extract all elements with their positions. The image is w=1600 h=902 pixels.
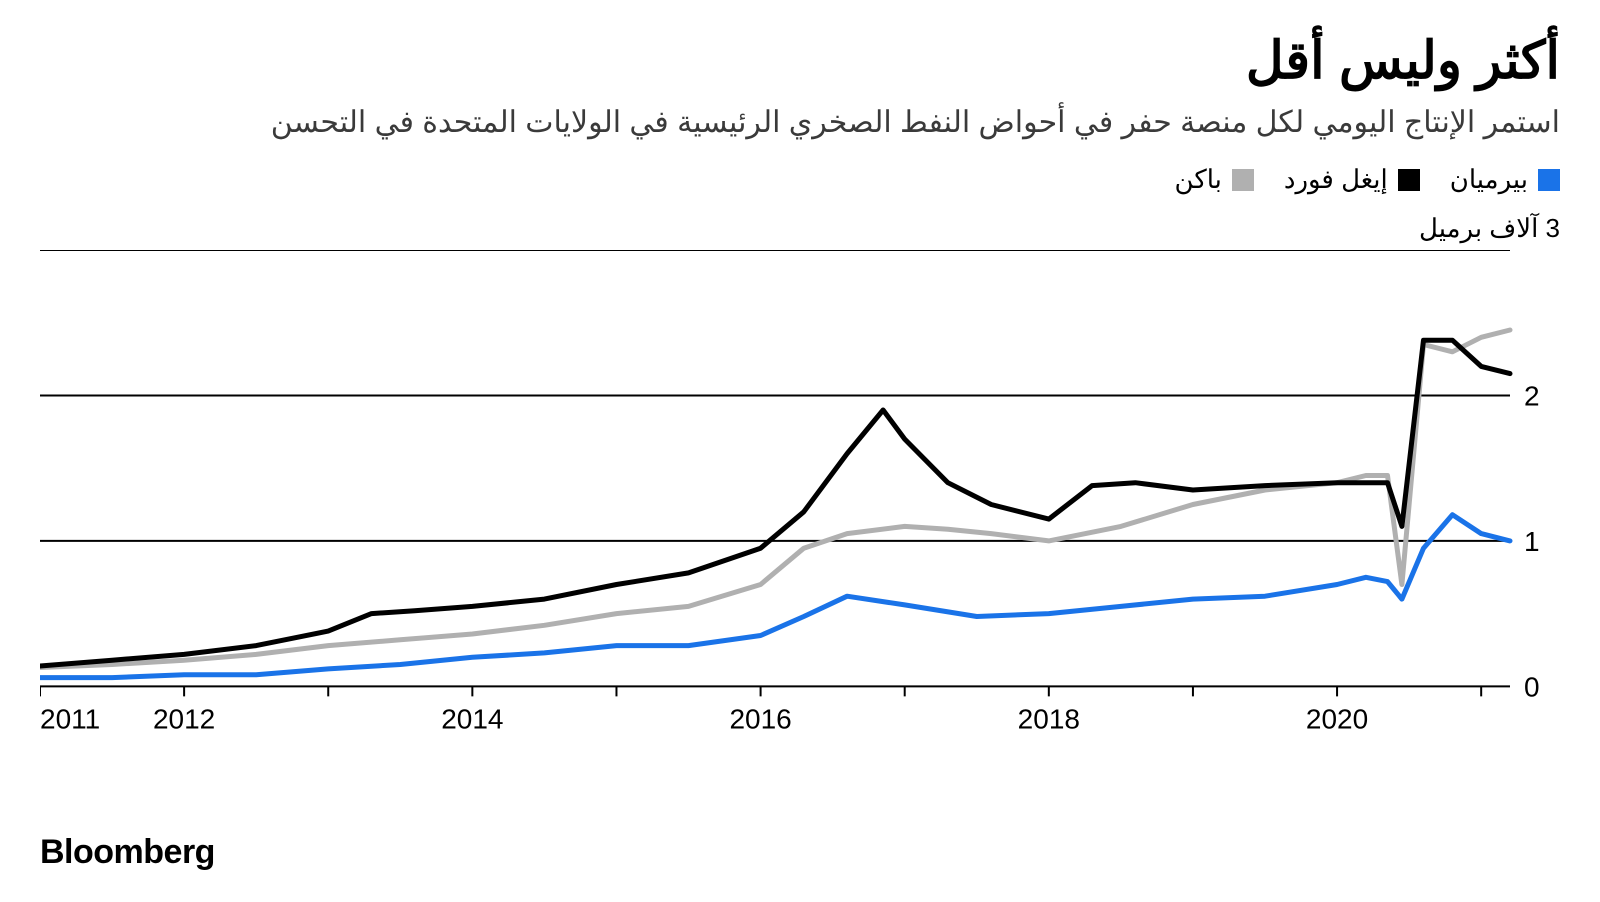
x-tick-label: 2018 xyxy=(1018,704,1080,735)
chart-title: أكثر وليس أقل xyxy=(40,30,1560,92)
legend-label: بيرميان xyxy=(1450,164,1528,195)
legend-item: إيغل فورد xyxy=(1284,164,1420,195)
chart-plot-area: 0 1 2 2011 2012 2014 2016 2018 2020 xyxy=(40,250,1560,790)
legend-swatch xyxy=(1398,169,1420,191)
legend: بيرميان إيغل فورد باكن xyxy=(40,164,1560,195)
series-bakken xyxy=(40,330,1510,668)
brand-logo: Bloomberg xyxy=(40,833,215,872)
x-tick-label: 2020 xyxy=(1306,704,1368,735)
line-chart-svg: 0 1 2 2011 2012 2014 2016 2018 2020 xyxy=(40,250,1560,790)
y-tick-label: 2 xyxy=(1524,381,1540,412)
x-tick-label: 2012 xyxy=(153,704,215,735)
y-tick-label: 0 xyxy=(1524,672,1540,703)
legend-item: بيرميان xyxy=(1450,164,1560,195)
legend-label: باكن xyxy=(1175,164,1222,195)
legend-item: باكن xyxy=(1175,164,1254,195)
x-tick-label: 2014 xyxy=(441,704,503,735)
chart-subtitle: استمر الإنتاج اليومي لكل منصة حفر في أحو… xyxy=(40,102,1560,144)
legend-swatch xyxy=(1538,169,1560,191)
x-tick-label: 2011 xyxy=(40,704,100,735)
y-axis-annotation: 3 آلاف برميل xyxy=(40,213,1560,244)
x-tick-label: 2016 xyxy=(729,704,791,735)
legend-swatch xyxy=(1232,169,1254,191)
y-tick-label: 1 xyxy=(1524,526,1540,557)
series-eagle_ford xyxy=(40,341,1510,667)
legend-label: إيغل فورد xyxy=(1284,164,1388,195)
